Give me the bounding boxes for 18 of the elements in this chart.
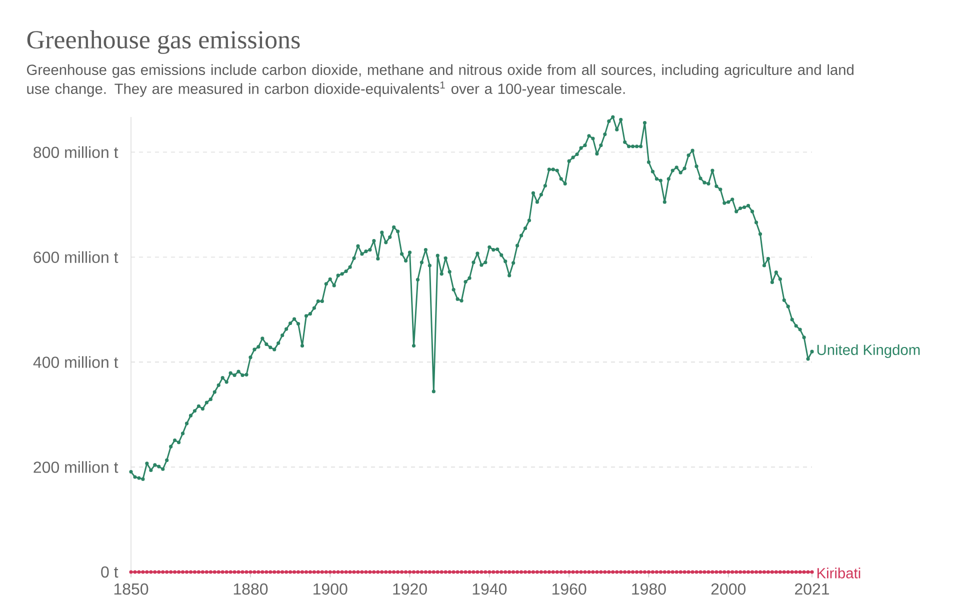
x-tick-label: 1880: [234, 583, 268, 595]
x-tick-label: 2021: [795, 583, 830, 595]
x-tick-label: 1920: [393, 583, 427, 595]
x-tick-label: 1900: [314, 583, 348, 595]
x-tick-label: 1960: [552, 583, 586, 595]
y-tick-label: 600 million t: [34, 251, 118, 263]
y-tick-label: 200 million t: [34, 461, 118, 473]
y-tick-label: 400 million t: [33, 356, 118, 368]
series-label: Kiribati: [817, 568, 860, 578]
series-label: United Kingdom: [817, 344, 920, 358]
x-tick-label: 1980: [632, 583, 666, 595]
x-tick-label: 2000: [711, 583, 746, 595]
chart-title: Greenhouse gas emissions: [27, 30, 300, 54]
chart-subtitle: Greenhouse gas emissions include carbon dioxide, methane and nitrous oxide from all sources, including agriculture and land use change. They are measured in carbon dioxide-equivalents$^{1}$ over a 100-year timescale.: [27, 64, 854, 97]
x-tick-label: 1850: [114, 583, 148, 595]
x-tick-label: 1940: [472, 583, 507, 595]
y-tick-label: 800 million t: [34, 146, 118, 158]
y-tick-label: 0 t: [101, 566, 118, 578]
